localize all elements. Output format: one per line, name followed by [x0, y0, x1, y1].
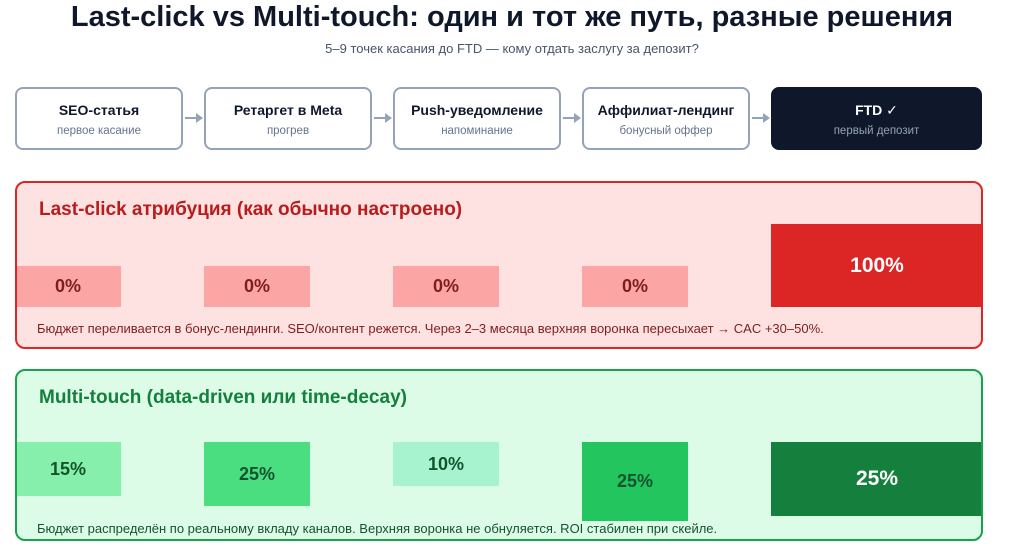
last-click-bar-push: 0%: [393, 266, 499, 307]
last-click-title: Last-click атрибуция (как обычно настрое…: [39, 199, 463, 220]
arrow-right-icon: [752, 113, 770, 123]
last-click-panel: Last-click атрибуция (как обычно настрое…: [15, 181, 983, 349]
journey-step-name: Аффилиат-лендинг: [597, 102, 735, 118]
journey-step-retarget: Ретаргет в Meta прогрев: [204, 87, 372, 150]
multi-touch-bar-push: 10%: [393, 442, 499, 486]
multi-touch-bar-ftd: 25%: [771, 442, 981, 516]
page-subtitle: 5–9 точек касания до FTD — кому отдать з…: [325, 41, 699, 56]
page-title: Last-click vs Multi-touch: один и тот же…: [70, 1, 954, 33]
journey-step-ftd: FTD ✓ первый депозит: [771, 87, 982, 150]
journey-step-push: Push-уведомление напоминание: [393, 87, 561, 150]
journey-step-name: FTD ✓: [855, 102, 898, 118]
multi-touch-panel: Multi-touch (data-driven или time-decay)…: [15, 369, 983, 541]
journey-step-sub: первый депозит: [833, 125, 920, 137]
journey-step-sub: прогрев: [266, 125, 310, 137]
multi-touch-note: Бюджет распределён по реальному вкладу к…: [37, 521, 718, 536]
last-click-bar-ftd: 100%: [771, 224, 981, 307]
arrow-right-icon: [185, 113, 203, 123]
multi-touch-bar-seo: 15%: [17, 442, 121, 496]
last-click-note: Бюджет переливается в бонус-лендинги. SE…: [37, 321, 824, 336]
journey-step-sub: напоминание: [441, 125, 513, 137]
journey-step-name: Push-уведомление: [411, 102, 543, 118]
last-click-bar-seo: 0%: [17, 266, 121, 307]
journey-step-name: Ретаргет в Meta: [233, 102, 343, 118]
journey-step-sub: бонусный оффер: [619, 125, 713, 137]
journey-step-sub: первое касание: [57, 125, 141, 137]
last-click-bar-retarget: 0%: [204, 266, 310, 307]
multi-touch-bar-retarget: 25%: [204, 442, 310, 506]
arrow-right-icon: [374, 113, 392, 123]
journey-step-affiliate: Аффилиат-лендинг бонусный оффер: [582, 87, 750, 150]
journey-step-seo: SEO-статья первое касание: [15, 87, 183, 150]
journey-step-name: SEO-статья: [58, 102, 140, 118]
last-click-bar-affiliate: 0%: [582, 266, 688, 307]
multi-touch-bar-affiliate: 25%: [582, 442, 688, 521]
multi-touch-title: Multi-touch (data-driven или time-decay): [39, 387, 407, 408]
arrow-right-icon: [563, 113, 581, 123]
